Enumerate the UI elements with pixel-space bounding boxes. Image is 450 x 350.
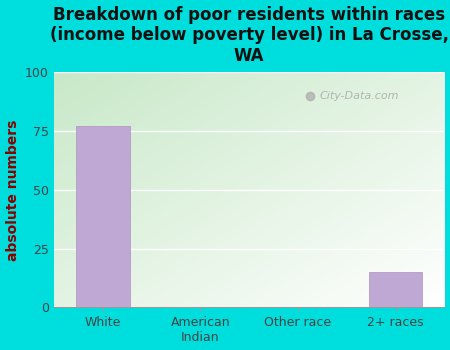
- Bar: [369, 272, 423, 307]
- Y-axis label: absolute numbers: absolute numbers: [5, 119, 19, 260]
- Text: City-Data.com: City-Data.com: [320, 91, 399, 101]
- Bar: [76, 126, 130, 307]
- Title: Breakdown of poor residents within races
(income below poverty level) in La Cros: Breakdown of poor residents within races…: [50, 6, 449, 65]
